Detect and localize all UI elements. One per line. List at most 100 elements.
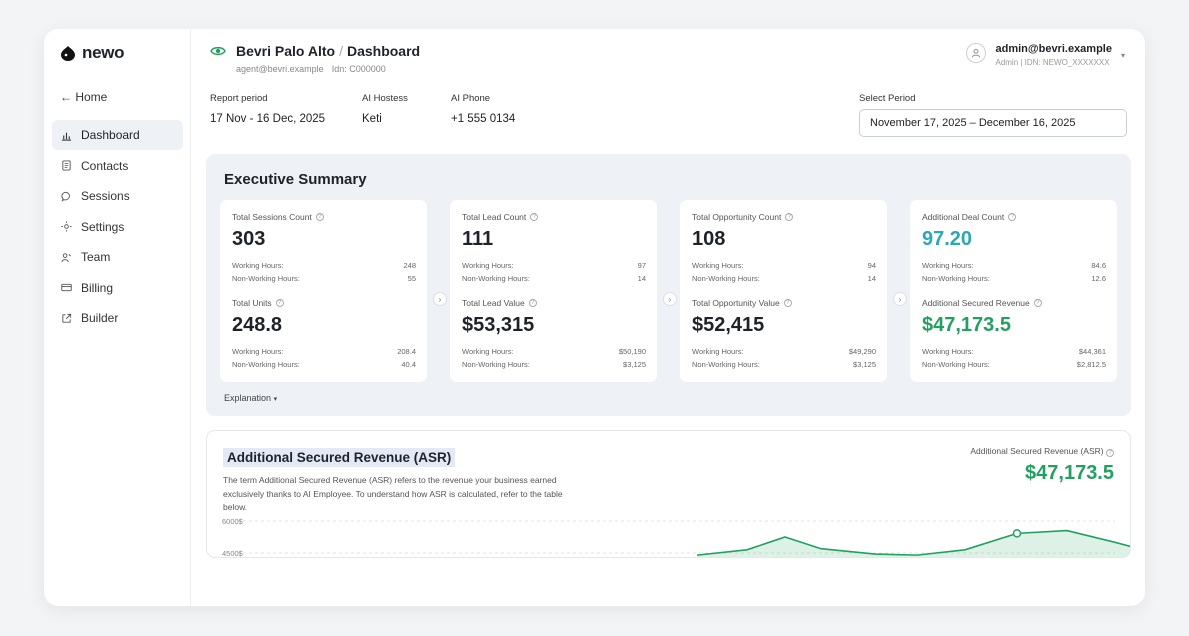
row-label: Non-Working Hours: <box>232 360 300 369</box>
header-subtitle: agent@bevri.example Idn: C000000 <box>236 64 386 74</box>
metric-top: Total Opportunity Count? 108 Working Hours… <box>692 212 876 283</box>
chat-bubble-icon <box>61 191 72 202</box>
chevron-right-icon[interactable]: › <box>433 292 447 306</box>
sidebar-item-team[interactable]: Team <box>52 242 183 272</box>
hours-row: Working Hours: 248 <box>232 261 416 270</box>
metric-card: Total Sessions Count? 303 Working Hours: 24… <box>220 200 427 382</box>
brand-logo[interactable]: newo <box>60 43 125 63</box>
metric-bottom: Additional Secured Revenue? $47,173.5 Work… <box>922 298 1106 369</box>
metric-label: Total Opportunity Count? <box>692 212 876 222</box>
row-value: 94 <box>867 261 876 270</box>
help-icon[interactable]: ? <box>530 213 539 221</box>
caret-down-icon: ▾ <box>273 396 278 403</box>
metric-label-text: Total Units <box>232 298 272 308</box>
page-title: Bevri Palo Alto / Dashboard <box>236 43 420 59</box>
caret-down-icon[interactable]: ▾ <box>1120 51 1125 60</box>
user-menu[interactable]: admin@bevri.example Admin | IDN: NEWO_XX… <box>966 43 1125 67</box>
chevron-right-icon[interactable]: › <box>663 292 677 306</box>
credit-card-icon <box>61 282 72 293</box>
metric-label-text: Total Sessions Count <box>232 212 312 222</box>
sidebar-item-dashboard[interactable]: Dashboard <box>52 120 183 150</box>
explanation-label: Explanation <box>224 393 272 403</box>
hours-row: Working Hours: 94 <box>692 261 876 270</box>
help-icon[interactable]: ? <box>528 299 537 307</box>
report-period-info: Report period 17 Nov - 16 Dec, 2025 <box>210 93 325 125</box>
row-label: Non-Working Hours: <box>692 274 760 283</box>
metric-value: 108 <box>692 228 726 250</box>
metric-label: Total Opportunity Value? <box>692 298 876 308</box>
row-label: Non-Working Hours: <box>462 360 530 369</box>
gear-icon <box>61 221 72 232</box>
avatar[interactable] <box>966 43 987 63</box>
row-value: $44,361 <box>1078 347 1106 356</box>
chevron-right-icon[interactable]: › <box>893 292 907 306</box>
metric-label-text: Total Lead Count <box>462 212 527 222</box>
hours-row: Non-Working Hours: 12.6 <box>922 274 1106 283</box>
bar-chart-icon <box>61 130 72 141</box>
y-tick-label: 6000$ <box>222 517 244 526</box>
help-icon[interactable]: ? <box>1008 213 1017 221</box>
row-value: 208.4 <box>397 347 416 356</box>
sidebar-nav: Dashboard Contacts Sessions Settings Team Bil… <box>52 120 183 334</box>
help-icon[interactable]: ? <box>783 299 792 307</box>
row-label: Working Hours: <box>692 261 744 270</box>
help-icon[interactable]: ? <box>275 299 284 307</box>
row-value: $3,125 <box>853 360 876 369</box>
row-label: Working Hours: <box>922 347 974 356</box>
home-link[interactable]: ← Home <box>60 90 108 104</box>
info-value: 17 Nov - 16 Dec, 2025 <box>210 113 326 125</box>
sidebar-item-billing[interactable]: Billing <box>52 273 183 303</box>
period-select[interactable]: November 17, 2025 – December 16, 2025 <box>859 109 1127 137</box>
hours-row: Non-Working Hours: $3,125 <box>462 360 646 369</box>
row-label: Non-Working Hours: <box>922 360 990 369</box>
sidebar-item-label: Billing <box>81 280 114 295</box>
sidebar-item-builder[interactable]: Builder <box>52 303 183 333</box>
sidebar-item-label: Dashboard <box>81 128 140 142</box>
hours-row: Working Hours: $44,361 <box>922 347 1106 356</box>
eye-icon[interactable] <box>210 45 226 57</box>
metric-value: 97.20 <box>922 228 973 250</box>
metric-label: Total Units? <box>232 298 416 308</box>
row-value: 12.6 <box>1091 274 1106 283</box>
metric-value: $47,173.5 <box>922 314 1011 336</box>
metric-card: Total Opportunity Count? 108 Working Hours… <box>680 200 887 382</box>
hours-row: Non-Working Hours: 40.4 <box>232 360 416 369</box>
sidebar-item-label: Team <box>81 250 111 264</box>
user-role: Admin | IDN: NEWO_XXXXXXX <box>995 58 1110 67</box>
row-value: $2,812.5 <box>1076 360 1106 369</box>
help-icon[interactable]: ? <box>785 213 794 221</box>
section-title: Additional Secured Revenue (ASR) <box>223 448 456 467</box>
row-label: Working Hours: <box>922 261 974 270</box>
data-point[interactable] <box>1012 529 1022 538</box>
metric-top: Total Lead Count? 111 Working Hours: 97 Non-… <box>462 212 646 283</box>
row-label: Non-Working Hours: <box>692 360 760 369</box>
asr-chart: 6000$ 4500$ <box>222 517 1130 557</box>
document-icon <box>61 160 72 171</box>
row-value: $50,190 <box>618 347 646 356</box>
help-icon[interactable]: ? <box>1033 299 1042 307</box>
help-icon[interactable]: ? <box>1106 449 1114 457</box>
brand-name: newo <box>82 43 125 62</box>
sidebar-item-settings[interactable]: Settings <box>52 212 183 242</box>
metric-label-text: Total Lead Value <box>462 298 525 308</box>
hours-row: Working Hours: 84.6 <box>922 261 1106 270</box>
section-title: Executive Summary <box>224 171 367 188</box>
metric-bottom: Total Units? 248.8 Working Hours: 208.4 Non-… <box>232 298 416 369</box>
asr-description: The term Additional Secured Revenue (ASR… <box>223 475 563 512</box>
metric-label-text: Additional Deal Count <box>922 212 1005 222</box>
external-link-icon <box>61 313 72 324</box>
users-icon <box>61 252 72 263</box>
row-label: Working Hours: <box>692 347 744 356</box>
hours-row: Working Hours: 97 <box>462 261 646 270</box>
metric-label-text: Additional Secured Revenue <box>922 298 1030 308</box>
info-label: Report period <box>210 93 268 104</box>
sidebar-item-contacts[interactable]: Contacts <box>52 151 183 181</box>
sidebar-item-sessions[interactable]: Sessions <box>52 181 183 211</box>
hours-row: Working Hours: $49,290 <box>692 347 876 356</box>
main-content: Bevri Palo Alto / Dashboard agent@bevri.ex… <box>192 29 1145 606</box>
explanation-toggle[interactable]: Explanation ▾ <box>224 393 277 403</box>
row-value: $3,125 <box>623 360 646 369</box>
row-label: Working Hours: <box>232 261 284 270</box>
breadcrumb-org[interactable]: Bevri Palo Alto <box>236 43 336 59</box>
help-icon[interactable]: ? <box>315 213 324 221</box>
